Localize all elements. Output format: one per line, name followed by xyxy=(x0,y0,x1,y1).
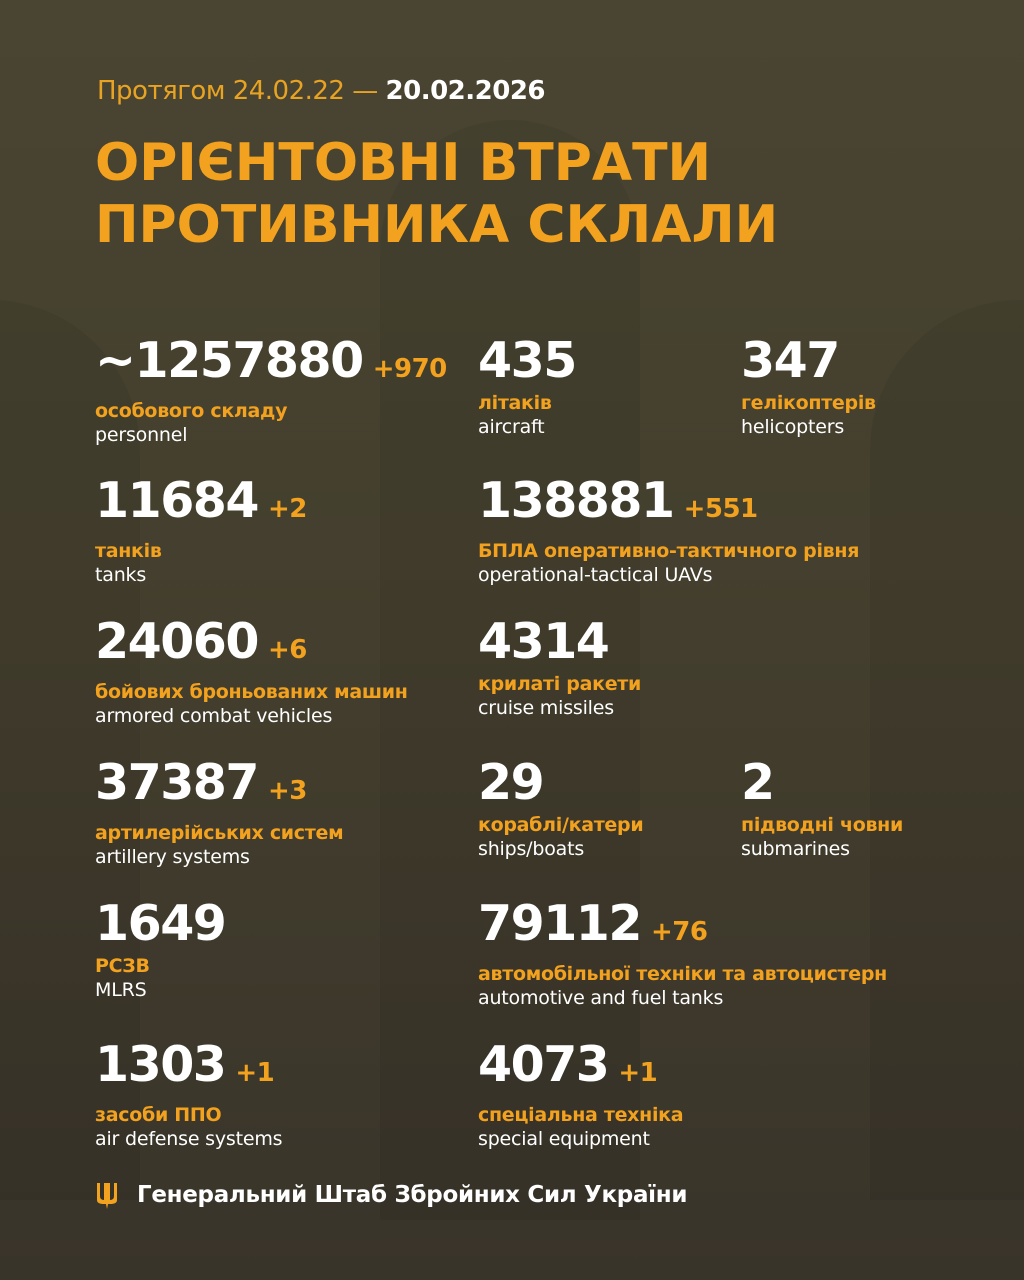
background-trident-shape xyxy=(380,120,640,1220)
stat-label-en: MLRS xyxy=(95,979,147,1001)
title-line-2: ПРОТИВНИКА СКЛАЛИ xyxy=(95,195,779,255)
stat-label-ua: бойових броньованих машин xyxy=(95,681,408,703)
stat-number: 1303 xyxy=(95,1036,227,1093)
stat-number: 2 xyxy=(741,754,775,811)
stat-label-ua: РСЗВ xyxy=(95,955,150,977)
stat-cruise-missiles: 4314 крилаті ракети cruise missiles xyxy=(478,614,641,720)
stat-label-ua: кораблі/катери xyxy=(478,814,644,836)
stat-label-en: armored combat vehicles xyxy=(95,705,333,727)
stat-number: 138881 xyxy=(478,472,675,529)
stat-personnel: ~1257880 +970 особового складу personnel xyxy=(95,333,447,447)
stat-automotive-and-fuel-tanks: 79112 +76 автомобільної техніки та автоци… xyxy=(478,896,887,1010)
stat-number: 435 xyxy=(478,332,577,389)
stat-number: 79112 xyxy=(478,895,642,952)
period-end: 20.02.2026 xyxy=(385,76,546,106)
footer-text: Генеральний Штаб Збройних Сил України xyxy=(137,1182,688,1208)
stat-label-en: cruise missiles xyxy=(478,697,614,719)
stat-label-ua: крилаті ракети xyxy=(478,673,642,695)
stat-tanks: 11684 +2 танків tanks xyxy=(95,473,307,587)
stat-value: 79112 +76 xyxy=(478,896,887,960)
stat-delta: +3 xyxy=(267,776,307,806)
stat-label-ua: засоби ППО xyxy=(95,1104,222,1126)
stat-number: ~1257880 xyxy=(95,332,364,389)
stat-mlrs: 1649 РСЗВ MLRS xyxy=(95,895,227,1002)
stat-value: 2 xyxy=(741,755,903,811)
stat-label-en: artillery systems xyxy=(95,846,250,868)
stat-artillery-systems: 37387 +3 артилерійських систем artillery … xyxy=(95,755,344,869)
stat-label-ua: спеціальна техніка xyxy=(478,1104,684,1126)
stat-label-ua: підводні човни xyxy=(741,814,904,836)
stat-value: 435 xyxy=(478,332,577,389)
stat-label-en: ships/boats xyxy=(478,838,585,860)
period-start: Протягом 24.02.22 — xyxy=(97,76,378,106)
stat-label-ua: артилерійських систем xyxy=(95,822,344,844)
stat-number: 37387 xyxy=(95,754,259,811)
stat-special-equipment: 4073 +1 спеціальна техніка special equipm… xyxy=(478,1037,684,1151)
background-trident-shape xyxy=(0,300,140,1200)
stat-label-en: helicopters xyxy=(741,416,845,438)
stat-number: 4314 xyxy=(478,613,610,670)
stat-value: 29 xyxy=(478,755,643,811)
stat-label-ua: особового складу xyxy=(95,400,288,422)
stat-label-en: personnel xyxy=(95,424,188,446)
stat-value: 4314 xyxy=(478,614,641,670)
stat-number: 347 xyxy=(741,332,840,389)
footer: Генеральний Штаб Збройних Сил України xyxy=(95,1180,687,1210)
stat-label-en: operational-tactical UAVs xyxy=(478,564,713,586)
trident-icon xyxy=(97,1183,117,1209)
stat-number: 11684 xyxy=(95,472,259,529)
stat-label-en: automotive and fuel tanks xyxy=(478,987,724,1009)
stat-label-ua: БПЛА оперативно-тактичного рівня xyxy=(478,540,860,562)
stat-operational-tactical-uavs: 138881 +551 БПЛА оперативно-тактичного рі… xyxy=(478,473,859,587)
stat-value: ~1257880 +970 xyxy=(95,333,447,397)
stat-label-en: air defense systems xyxy=(95,1128,283,1150)
stat-value: 4073 +1 xyxy=(478,1037,683,1101)
stat-value: 1303 +1 xyxy=(95,1037,282,1101)
stat-value: 11684 +2 xyxy=(95,473,307,537)
stat-delta: +1 xyxy=(235,1058,275,1088)
stat-label-ua: автомобільної техніки та автоцистерн xyxy=(478,963,887,985)
stat-label-en: tanks xyxy=(95,564,147,586)
stat-submarines: 2 підводні човни submarines xyxy=(741,755,903,861)
stat-aircraft: 435 літаків aircraft xyxy=(478,332,577,439)
stat-value: 24060 +6 xyxy=(95,614,408,678)
title-line-1: ОРІЄНТОВНІ ВТРАТИ xyxy=(95,133,712,193)
period: Протягом 24.02.22 — 20.02.2026 xyxy=(97,76,546,106)
stat-label-ua: гелікоптерів xyxy=(741,392,876,414)
stat-air-defense-systems: 1303 +1 засоби ППО air defense systems xyxy=(95,1037,283,1151)
page-title: ОРІЄНТОВНІ ВТРАТИ ПРОТИВНИКА СКЛАЛИ xyxy=(95,132,778,256)
stat-value: 347 xyxy=(741,333,876,389)
stat-label-en: aircraft xyxy=(478,416,545,438)
stat-number: 4073 xyxy=(478,1036,610,1093)
stat-value: 1649 xyxy=(95,895,227,952)
stat-helicopters: 347 гелікоптерів helicopters xyxy=(741,333,876,439)
stat-label-en: special equipment xyxy=(478,1128,650,1150)
stat-delta: +6 xyxy=(267,635,307,665)
stat-ships-boats: 29 кораблі/катери ships/boats xyxy=(478,755,644,861)
stat-delta: +1 xyxy=(618,1058,658,1088)
stat-delta: +551 xyxy=(683,494,759,524)
stat-label-en: submarines xyxy=(741,838,850,860)
stat-delta: +2 xyxy=(267,494,307,524)
stat-number: 1649 xyxy=(95,895,227,952)
stat-number: 24060 xyxy=(95,613,259,670)
stat-number: 29 xyxy=(478,754,545,811)
stat-armored-combat-vehicles: 24060 +6 бойових броньованих машин armore… xyxy=(95,614,408,728)
stat-delta: +970 xyxy=(372,354,448,384)
stat-value: 37387 +3 xyxy=(95,755,343,819)
stat-label-ua: літаків xyxy=(478,392,552,414)
stat-delta: +76 xyxy=(650,917,708,947)
background-trident-shape xyxy=(870,300,1024,1200)
stat-value: 138881 +551 xyxy=(478,473,859,537)
stat-label-ua: танків xyxy=(95,540,162,562)
